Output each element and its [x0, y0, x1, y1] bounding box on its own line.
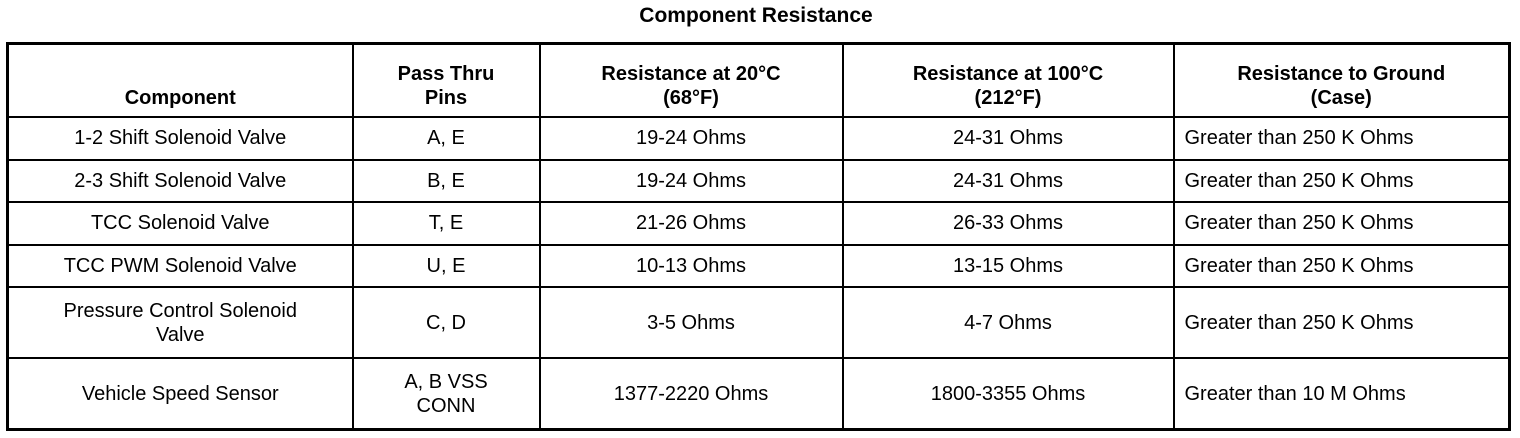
- component-line: Pressure Control Solenoid: [63, 299, 297, 322]
- component-line: Valve: [155, 323, 205, 346]
- header-line: Resistance at 20°C: [601, 63, 781, 85]
- pins-cell: U, E: [351, 243, 541, 289]
- pins-cell: T, E: [351, 201, 541, 246]
- resistance-100c-cell: 4-7 Ohms: [841, 286, 1175, 360]
- header-line: Resistance to Ground: [1237, 63, 1446, 85]
- header-line: Pins: [424, 87, 468, 109]
- resistance-100c-cell: 1800-3355 Ohms: [841, 357, 1175, 431]
- resistance-ground-cell: Greater than 250 K Ohms: [1172, 116, 1511, 161]
- resistance-100c-cell: 24-31 Ohms: [841, 116, 1175, 161]
- header-line: Component: [124, 87, 236, 109]
- table-header-row: Component Pass Thru Pins Resistance at 2…: [6, 42, 1511, 118]
- resistance-20c-cell: 19-24 Ohms: [538, 116, 844, 161]
- resistance-ground-cell: Greater than 250 K Ohms: [1172, 201, 1511, 246]
- pins-cell: A, B VSS CONN: [351, 357, 541, 431]
- header-line: (212°F): [974, 87, 1042, 109]
- pins-line: A, B VSS: [404, 370, 488, 393]
- resistance-20c-cell: 1377-2220 Ohms: [538, 357, 844, 431]
- resistance-ground-cell: Greater than 250 K Ohms: [1172, 158, 1511, 204]
- resistance-20c-cell: 10-13 Ohms: [538, 243, 844, 289]
- column-header-pass-thru-pins: Pass Thru Pins: [351, 42, 541, 118]
- column-header-resistance-to-ground: Resistance to Ground (Case): [1172, 42, 1511, 118]
- header-line: (Case): [1310, 87, 1372, 109]
- column-header-resistance-100c: Resistance at 100°C (212°F): [841, 42, 1175, 118]
- column-header-resistance-20c: Resistance at 20°C (68°F): [538, 42, 844, 118]
- resistance-ground-cell: Greater than 250 K Ohms: [1172, 286, 1511, 360]
- component-cell: Pressure Control Solenoid Valve: [6, 286, 354, 360]
- resistance-100c-cell: 26-33 Ohms: [841, 201, 1175, 246]
- table-row: 1-2 Shift Solenoid Valve A, E 19-24 Ohms…: [6, 116, 1511, 161]
- pins-cell: B, E: [351, 158, 541, 204]
- component-resistance-table: Component Pass Thru Pins Resistance at 2…: [6, 42, 1511, 431]
- page-title: Component Resistance: [639, 4, 873, 27]
- table-row: Pressure Control Solenoid Valve C, D 3-5…: [6, 286, 1511, 360]
- pins-cell: C, D: [351, 286, 541, 360]
- pins-line: CONN: [416, 394, 476, 417]
- table-row: TCC Solenoid Valve T, E 21-26 Ohms 26-33…: [6, 201, 1511, 246]
- column-header-component: Component: [6, 42, 354, 118]
- component-cell: TCC PWM Solenoid Valve: [6, 243, 354, 289]
- component-cell: TCC Solenoid Valve: [6, 201, 354, 246]
- resistance-20c-cell: 21-26 Ohms: [538, 201, 844, 246]
- table-row: TCC PWM Solenoid Valve U, E 10-13 Ohms 1…: [6, 243, 1511, 289]
- table-row: Vehicle Speed Sensor A, B VSS CONN 1377-…: [6, 357, 1511, 431]
- component-cell: 2-3 Shift Solenoid Valve: [6, 158, 354, 204]
- header-line: (68°F): [663, 87, 719, 109]
- resistance-20c-cell: 3-5 Ohms: [538, 286, 844, 360]
- resistance-100c-cell: 13-15 Ohms: [841, 243, 1175, 289]
- component-cell: Vehicle Speed Sensor: [6, 357, 354, 431]
- resistance-100c-cell: 24-31 Ohms: [841, 158, 1175, 204]
- resistance-ground-cell: Greater than 10 M Ohms: [1172, 357, 1511, 431]
- header-line: Pass Thru: [397, 63, 495, 85]
- pins-cell: A, E: [351, 116, 541, 161]
- resistance-20c-cell: 19-24 Ohms: [538, 158, 844, 204]
- resistance-ground-cell: Greater than 250 K Ohms: [1172, 243, 1511, 289]
- header-line: Resistance at 100°C: [912, 63, 1104, 85]
- table-row: 2-3 Shift Solenoid Valve B, E 19-24 Ohms…: [6, 158, 1511, 204]
- component-cell: 1-2 Shift Solenoid Valve: [6, 116, 354, 161]
